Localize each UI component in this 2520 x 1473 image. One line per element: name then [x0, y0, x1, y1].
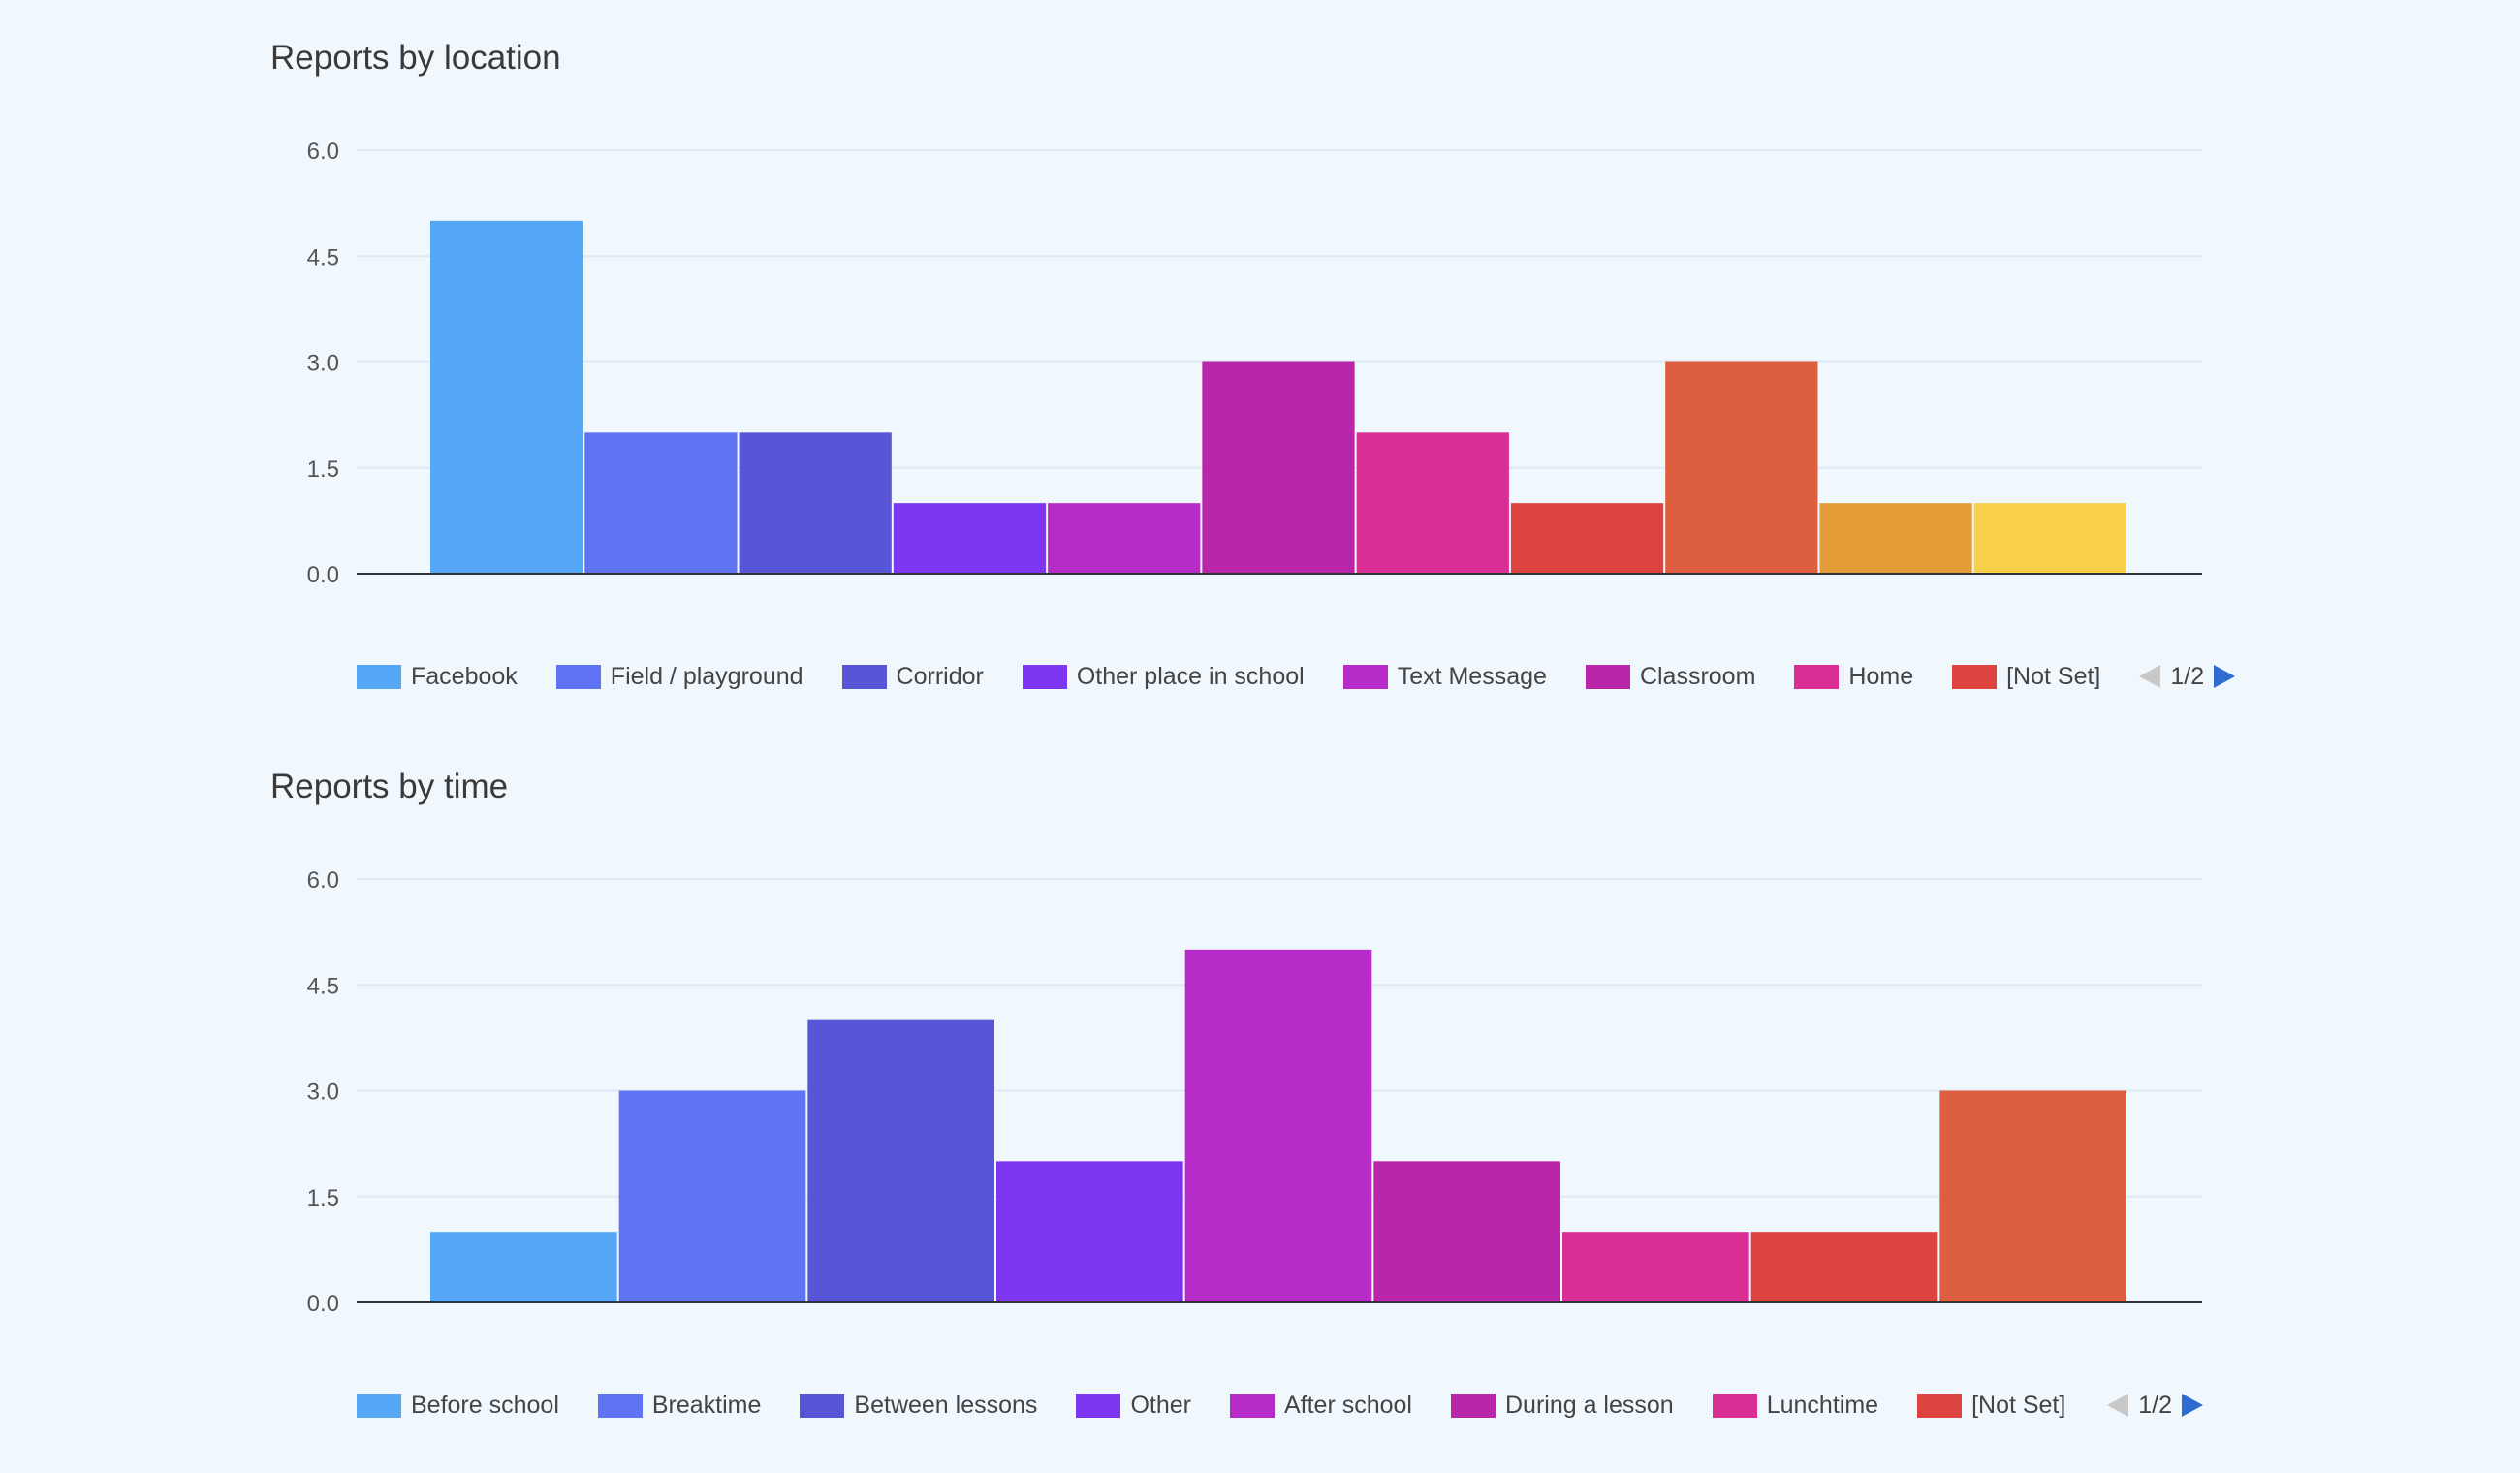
y-tick-label: 0.0 [307, 562, 339, 588]
pager-next-icon[interactable] [2214, 665, 2236, 688]
legend-item[interactable]: Between lessons [800, 1392, 1037, 1420]
legend-label: Classroom [1639, 662, 1756, 690]
legend-item[interactable]: Facebook [357, 663, 518, 691]
legend-swatch [841, 664, 887, 689]
legend-item[interactable]: Other place in school [1022, 662, 1305, 691]
legend-item[interactable]: [Not Set] [1952, 663, 2100, 691]
bar[interactable] [1510, 503, 1664, 574]
bar[interactable] [739, 432, 892, 574]
legend-swatch [1229, 1393, 1275, 1418]
y-tick-label: 1.5 [307, 456, 339, 483]
legend-item[interactable]: Before school [357, 1392, 559, 1420]
bar[interactable] [1202, 361, 1355, 575]
legend-item[interactable]: Text Message [1342, 662, 1547, 691]
bar[interactable] [1562, 1232, 1749, 1302]
legend-swatch [555, 664, 601, 689]
bar[interactable] [893, 503, 1047, 574]
legend-swatch [1712, 1393, 1757, 1418]
legend-label: [Not Set] [2006, 662, 2101, 690]
legend: Facebook Field / playground Corridor Other … [357, 655, 2236, 698]
y-tick-label: 3.0 [307, 351, 339, 377]
legend-swatch [1794, 664, 1840, 689]
y-tick-label: 4.5 [307, 973, 339, 999]
legend-pager: 1/2 [2139, 662, 2236, 691]
y-tick-label: 6.0 [307, 139, 339, 165]
legend-label: Between lessons [854, 1391, 1038, 1419]
legend-label: Other [1130, 1391, 1191, 1419]
legend-swatch [357, 664, 401, 689]
legend-swatch [800, 1393, 845, 1418]
legend-item[interactable]: During a lesson [1450, 1391, 1674, 1420]
legend-label: [Not Set] [1971, 1391, 2066, 1419]
chart-title: Reports by location [270, 39, 561, 77]
legend: Before school Breaktime Between lessons Oth… [357, 1384, 2203, 1426]
legend-label: Text Message [1397, 662, 1547, 690]
bar[interactable] [1939, 1090, 2126, 1303]
legend-label: Breaktime [651, 1391, 762, 1419]
legend-swatch [357, 1393, 401, 1418]
legend-swatch [1076, 1393, 1121, 1418]
legend-item[interactable]: After school [1229, 1391, 1412, 1420]
legend-item[interactable]: Field / playground [555, 662, 803, 691]
legend-label: Lunchtime [1766, 1391, 1879, 1419]
legend-label: Before school [411, 1391, 559, 1419]
legend-label: Other place in school [1076, 662, 1305, 690]
legend-swatch [597, 1393, 643, 1418]
legend-items: Facebook Field / playground Corridor Other … [357, 663, 2139, 691]
chart-reports-by-time: Reports by time 0.0 1.5 3.0 4.5 6.0 Before s… [0, 729, 2520, 1457]
bar[interactable] [618, 1090, 806, 1303]
legend-label: Facebook [411, 662, 518, 690]
legend-swatch [1917, 1393, 1963, 1418]
pager-label: 1/2 [2170, 662, 2205, 690]
legend-label: After school [1283, 1391, 1412, 1419]
legend-label: During a lesson [1504, 1391, 1674, 1419]
chart-plot-area: 0.0 1.5 3.0 4.5 6.0 [307, 867, 2202, 1317]
pager-prev-icon[interactable] [2107, 1394, 2129, 1417]
legend-swatch [1450, 1393, 1496, 1418]
y-tick-label: 0.0 [307, 1291, 339, 1317]
bar[interactable] [1373, 1161, 1560, 1302]
legend-item[interactable]: Lunchtime [1712, 1391, 1879, 1420]
bar[interactable] [1750, 1232, 1938, 1302]
legend-swatch [1342, 664, 1388, 689]
bar[interactable] [807, 1019, 994, 1302]
legend-item[interactable]: Other [1076, 1392, 1191, 1420]
legend-item[interactable]: Breaktime [597, 1391, 762, 1420]
legend-label: Corridor [896, 662, 984, 690]
bar[interactable] [1819, 503, 1972, 574]
bar[interactable] [430, 220, 583, 575]
legend-label: Home [1848, 662, 1914, 690]
bar[interactable] [584, 432, 738, 574]
legend-item[interactable]: Classroom [1585, 662, 1756, 691]
y-tick-label: 3.0 [307, 1080, 339, 1106]
y-tick-label: 4.5 [307, 244, 339, 270]
pager-label: 1/2 [2138, 1391, 2172, 1419]
legend-item[interactable]: Corridor [841, 662, 984, 691]
legend-swatch [1952, 664, 1998, 689]
y-tick-label: 1.5 [307, 1185, 339, 1211]
chart-title: Reports by time [270, 768, 509, 805]
legend-label: Field / playground [610, 662, 803, 690]
bar[interactable] [1048, 503, 1201, 574]
legend-item[interactable]: Home [1794, 663, 1913, 691]
legend-swatch [1585, 664, 1630, 689]
legend-item[interactable]: [Not Set] [1917, 1392, 2065, 1420]
bar[interactable] [1973, 503, 2126, 574]
chart-plot-area: 0.0 1.5 3.0 4.5 6.0 [307, 139, 2202, 588]
legend-items: Before school Breaktime Between lessons Oth… [357, 1392, 2107, 1420]
pager-prev-icon[interactable] [2139, 665, 2161, 688]
legend-pager: 1/2 [2107, 1392, 2203, 1420]
legend-swatch [1022, 664, 1067, 689]
bar[interactable] [1184, 949, 1372, 1302]
chart-reports-by-location: Reports by location 0.0 1.5 3.0 4.5 6.0 Face… [0, 0, 2520, 729]
bar[interactable] [1665, 361, 1818, 575]
bar[interactable] [430, 1232, 617, 1302]
bar[interactable] [1356, 432, 1509, 574]
bar[interactable] [996, 1161, 1183, 1302]
y-tick-label: 6.0 [307, 867, 339, 893]
pager-next-icon[interactable] [2182, 1394, 2203, 1417]
